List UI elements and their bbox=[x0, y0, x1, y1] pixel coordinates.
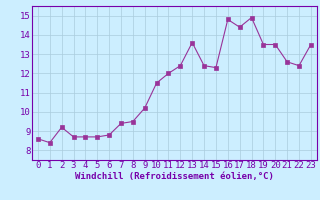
X-axis label: Windchill (Refroidissement éolien,°C): Windchill (Refroidissement éolien,°C) bbox=[75, 172, 274, 181]
